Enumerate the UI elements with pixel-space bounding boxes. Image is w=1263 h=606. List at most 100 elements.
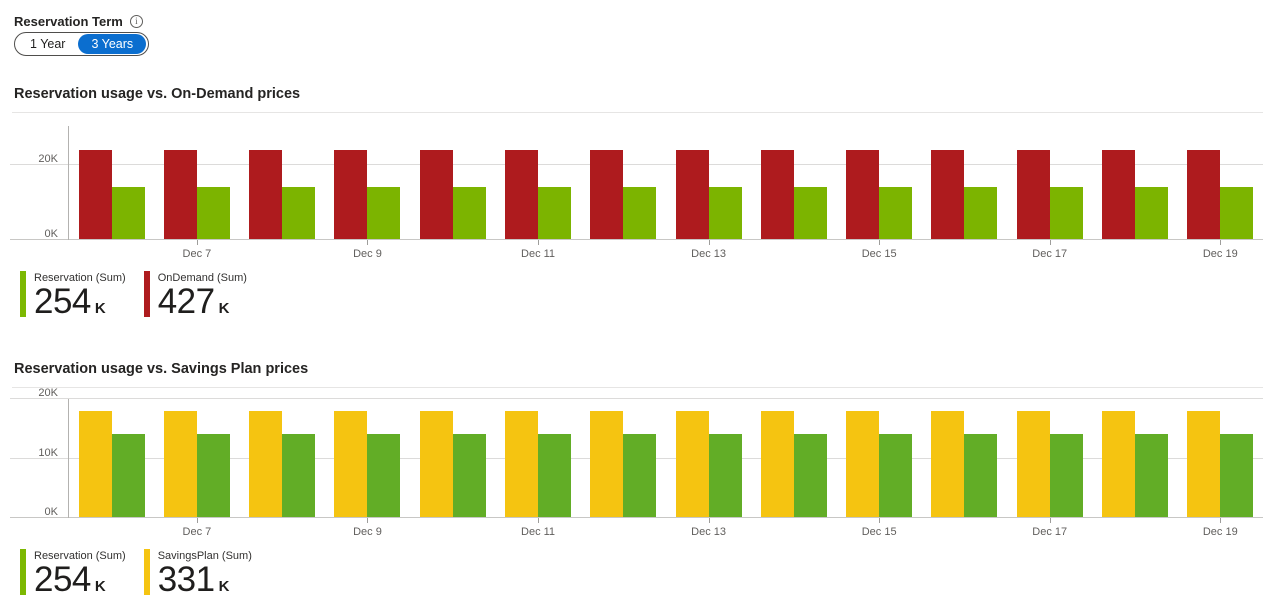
x-cell-dec-9: Dec 9 xyxy=(325,518,410,544)
bar-ondemand-dec-12[interactable] xyxy=(590,150,624,239)
x-axis-label: Dec 19 xyxy=(1202,248,1238,260)
bar-savingsplan-dec-15[interactable] xyxy=(846,410,880,517)
toggle-option-1-year[interactable]: 1 Year xyxy=(17,34,78,54)
info-icon[interactable]: i xyxy=(129,14,143,28)
legend-number: 427 xyxy=(157,282,215,321)
x-axis: Dec 7 Dec 9 Dec 11 Dec 13 Dec 15 Dec 17 Dec 19 xyxy=(69,518,1263,544)
gridline-20k xyxy=(10,398,1263,399)
bar-group-dec-13 xyxy=(666,150,751,239)
bar-reservation-dec-19[interactable] xyxy=(1220,434,1254,517)
bar-reservation-dec-8[interactable] xyxy=(282,186,316,239)
x-axis-label: Dec 15 xyxy=(861,526,897,538)
legend-value: 254 K xyxy=(34,560,126,599)
bar-reservation-dec-9[interactable] xyxy=(367,186,401,239)
bar-savingsplan-dec-6[interactable] xyxy=(78,410,112,517)
x-tick-mark xyxy=(879,240,881,245)
bar-savingsplan-dec-13[interactable] xyxy=(675,410,709,517)
bar-reservation-dec-7[interactable] xyxy=(196,434,230,517)
x-cell-dec-16 xyxy=(922,518,1007,544)
bar-savingsplan-dec-11[interactable] xyxy=(505,410,539,517)
bar-reservation-dec-11[interactable] xyxy=(538,186,572,239)
bar-savingsplan-dec-7[interactable] xyxy=(163,410,197,517)
x-axis-label: Dec 9 xyxy=(353,526,382,538)
bar-reservation-dec-16[interactable] xyxy=(964,434,998,517)
bar-reservation-dec-17[interactable] xyxy=(1049,434,1083,517)
bar-ondemand-dec-18[interactable] xyxy=(1102,150,1136,239)
bar-reservation-dec-6[interactable] xyxy=(111,434,145,517)
bar-savingsplan-dec-10[interactable] xyxy=(419,410,453,517)
bar-reservation-dec-15[interactable] xyxy=(879,434,913,517)
bar-savingsplan-dec-8[interactable] xyxy=(249,410,283,517)
bar-reservation-dec-10[interactable] xyxy=(452,434,486,517)
bar-savingsplan-dec-18[interactable] xyxy=(1102,410,1136,517)
bar-group-dec-11 xyxy=(495,150,580,239)
bar-savingsplan-dec-17[interactable] xyxy=(1016,410,1050,517)
legend-swatch-reservation xyxy=(20,549,26,595)
bar-reservation-dec-14[interactable] xyxy=(793,434,827,517)
bar-ondemand-dec-19[interactable] xyxy=(1187,150,1221,239)
bar-group-dec-16 xyxy=(922,150,1007,239)
x-tick-mark xyxy=(538,518,540,523)
y-axis-label: 0K xyxy=(44,228,58,240)
legend-item-ondemand: OnDemand (Sum) 427 K xyxy=(143,271,247,321)
bar-reservation-dec-15[interactable] xyxy=(879,186,913,239)
bar-ondemand-dec-6[interactable] xyxy=(78,150,112,239)
bar-group-dec-15 xyxy=(837,150,922,239)
bar-reservation-dec-12[interactable] xyxy=(623,186,657,239)
bar-reservation-dec-16[interactable] xyxy=(964,186,998,239)
x-tick-mark xyxy=(1220,518,1222,523)
bar-reservation-dec-11[interactable] xyxy=(538,434,572,517)
divider xyxy=(12,387,1263,388)
x-cell-dec-10 xyxy=(410,518,495,544)
bar-ondemand-dec-15[interactable] xyxy=(846,150,880,239)
bar-reservation-dec-7[interactable] xyxy=(196,186,230,239)
bar-group-dec-15 xyxy=(837,410,922,517)
bar-ondemand-dec-7[interactable] xyxy=(163,150,197,239)
x-cell-dec-18 xyxy=(1092,518,1177,544)
bar-reservation-dec-8[interactable] xyxy=(282,434,316,517)
bar-reservation-dec-13[interactable] xyxy=(708,186,742,239)
bar-ondemand-dec-17[interactable] xyxy=(1016,150,1050,239)
x-cell-dec-13: Dec 13 xyxy=(666,518,751,544)
bar-ondemand-dec-11[interactable] xyxy=(505,150,539,239)
bar-reservation-dec-14[interactable] xyxy=(793,186,827,239)
x-cell-dec-11: Dec 11 xyxy=(495,240,580,266)
bar-reservation-dec-12[interactable] xyxy=(623,434,657,517)
legend-number: 254 xyxy=(34,560,91,599)
bar-reservation-dec-6[interactable] xyxy=(111,186,145,239)
legend-unit: K xyxy=(94,578,106,595)
x-cell-dec-16 xyxy=(922,240,1007,266)
bar-savingsplan-dec-14[interactable] xyxy=(760,410,794,517)
bar-series xyxy=(69,106,1263,239)
bar-reservation-dec-13[interactable] xyxy=(708,434,742,517)
bar-ondemand-dec-14[interactable] xyxy=(760,150,794,239)
bar-group-dec-12 xyxy=(581,150,666,239)
x-cell-dec-17: Dec 17 xyxy=(1007,518,1092,544)
x-cell-dec-10 xyxy=(410,240,495,266)
bar-reservation-dec-9[interactable] xyxy=(367,434,401,517)
legend-label: Reservation (Sum) xyxy=(34,550,126,562)
bar-savingsplan-dec-12[interactable] xyxy=(590,410,624,517)
x-tick-mark xyxy=(1049,518,1051,523)
bar-reservation-dec-10[interactable] xyxy=(452,186,486,239)
bar-ondemand-dec-13[interactable] xyxy=(675,150,709,239)
x-cell-dec-12 xyxy=(581,518,666,544)
bar-reservation-dec-18[interactable] xyxy=(1135,434,1169,517)
bar-group-dec-14 xyxy=(751,410,836,517)
bar-reservation-dec-17[interactable] xyxy=(1049,186,1083,239)
x-tick-mark xyxy=(879,518,881,523)
bar-ondemand-dec-16[interactable] xyxy=(931,150,965,239)
bar-reservation-dec-18[interactable] xyxy=(1135,186,1169,239)
x-cell-dec-14 xyxy=(751,518,836,544)
bar-savingsplan-dec-9[interactable] xyxy=(334,410,368,517)
bar-ondemand-dec-8[interactable] xyxy=(249,150,283,239)
bar-savingsplan-dec-19[interactable] xyxy=(1187,410,1221,517)
bar-ondemand-dec-10[interactable] xyxy=(419,150,453,239)
bar-savingsplan-dec-16[interactable] xyxy=(931,410,965,517)
y-axis-line xyxy=(68,399,69,518)
toggle-option-3-years[interactable]: 3 Years xyxy=(78,34,147,54)
bar-reservation-dec-19[interactable] xyxy=(1220,186,1254,239)
bar-ondemand-dec-9[interactable] xyxy=(334,150,368,239)
divider xyxy=(12,112,1263,113)
x-cell-dec-9: Dec 9 xyxy=(325,240,410,266)
